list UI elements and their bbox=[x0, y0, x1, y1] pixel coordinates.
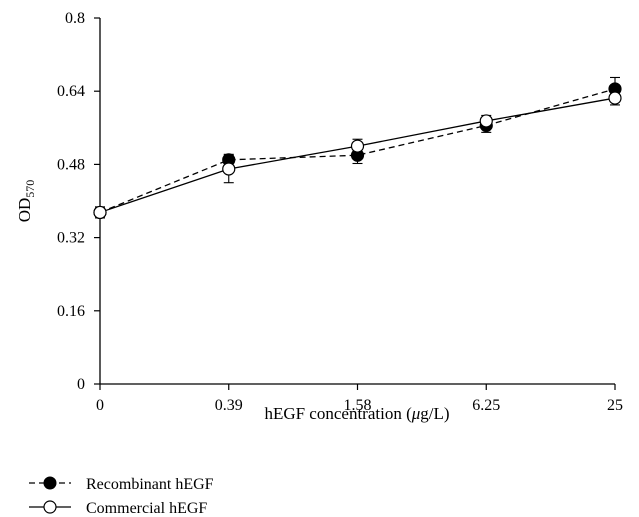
data-point-commercial-hegf bbox=[93, 205, 107, 220]
legend: Recombinant hEGF Commercial hEGF bbox=[29, 476, 214, 517]
y-axis-title: OD570 bbox=[15, 180, 37, 223]
legend-label-recombinant: Recombinant hEGF bbox=[86, 476, 214, 493]
data-point-commercial-hegf bbox=[222, 162, 236, 176]
data-point-commercial-hegf bbox=[350, 139, 365, 153]
data-point-commercial-hegf bbox=[608, 91, 622, 105]
y-tick-label: 0 bbox=[77, 376, 85, 393]
legend-label-commercial: Commercial hEGF bbox=[86, 500, 207, 517]
y-tick-label: 0.16 bbox=[57, 303, 85, 320]
y-tick-label: 0.8 bbox=[65, 10, 85, 27]
y-ticks: 0 0.16 0.32 0.48 0.64 0.8 bbox=[57, 10, 100, 393]
x-tick-label: 25 bbox=[607, 397, 623, 414]
legend-marker-commercial bbox=[43, 500, 57, 514]
y-tick-label: 0.48 bbox=[57, 156, 85, 173]
axes bbox=[99, 18, 615, 385]
y-tick-label: 0.32 bbox=[57, 230, 85, 247]
x-tick-label: 0.39 bbox=[215, 397, 243, 414]
legend-marker-recombinant bbox=[43, 476, 57, 490]
legend-item-commercial: Commercial hEGF bbox=[29, 500, 207, 517]
x-tick-label: 6.25 bbox=[472, 397, 500, 414]
x-axis-title: hEGF concentration (μg/L) bbox=[264, 404, 449, 423]
x-tick-label: 0 bbox=[96, 397, 104, 414]
y-tick-label: 0.64 bbox=[57, 83, 85, 100]
legend-item-recombinant: Recombinant hEGF bbox=[29, 476, 214, 493]
data-point-commercial-hegf bbox=[479, 114, 493, 128]
x-ticks: 0 0.39 1.58 6.25 25 bbox=[96, 384, 623, 414]
series bbox=[93, 76, 622, 220]
x-tick-label: 1.58 bbox=[344, 397, 372, 414]
